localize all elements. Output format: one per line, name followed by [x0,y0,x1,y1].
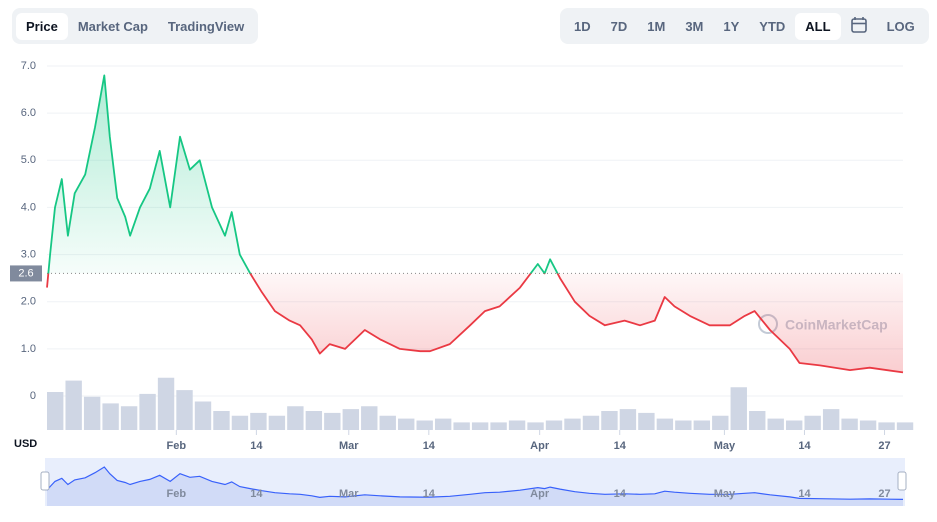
volume-bar [675,420,692,430]
volume-bar [804,415,821,430]
navigator-tick-label: May [714,488,736,500]
y-tick-label: 5.0 [21,154,36,166]
calendar-button[interactable] [841,16,877,36]
volume-bar [361,406,378,430]
navigator-area [47,467,903,506]
volume-bar [342,409,359,430]
x-tick-label: 14 [614,440,627,452]
navigator-handle[interactable] [40,471,50,491]
y-tick-label: 2.0 [21,296,36,308]
navigator-tick-label: 27 [878,488,890,500]
y-tick-label: 0 [30,390,36,402]
tab-button[interactable]: Price [16,12,68,40]
range-button[interactable]: 1M [647,18,666,34]
volume-bar [638,412,655,430]
navigator-tick-label: 14 [423,488,436,500]
range-button[interactable]: 7D [610,18,628,34]
volume-bar [305,411,323,430]
baseline-label: 2.6 [18,267,33,279]
navigator-tick-label: Apr [530,488,550,500]
volume-bar [601,411,618,430]
range-button[interactable]: ALL [795,12,841,40]
log-button[interactable]: LOG [886,18,915,34]
x-tick-label: Apr [530,440,550,452]
volume-bar [582,415,600,430]
volume-bar [527,422,544,430]
volume-bar [785,420,803,430]
volume-bar [398,418,415,430]
volume-bar [471,422,489,430]
volume-bar [47,392,64,430]
volume-bar [545,420,563,430]
volume-bar [619,409,637,430]
volume-bar [841,418,858,430]
x-tick-label: 14 [798,440,811,452]
navigator-tick-label: 14 [614,488,627,500]
volume-bar [83,396,101,430]
volume-bar [139,393,156,430]
volume-bar [324,412,341,430]
price-area [47,75,903,373]
volume-bar [416,420,433,430]
volume-bar [287,406,304,430]
volume-bar [859,420,877,430]
volume-bar [712,415,729,430]
tab-button[interactable]: TradingView [167,18,245,34]
range-button[interactable]: 1D [574,18,591,34]
volume-bar [268,415,286,430]
volume-bar [176,390,193,430]
baseline-tag [10,265,42,282]
tab-group: Price Market Cap TradingView [12,8,259,44]
volume-bar [120,406,138,430]
volume-bar [564,418,581,430]
volume-bar [157,377,175,430]
volume-bar [878,422,895,430]
volume-bar [231,415,249,430]
x-tick-label: 27 [878,440,890,452]
navigator-handle[interactable] [897,471,907,491]
navigator-tick-label: Feb [167,488,187,500]
x-tick-label: May [714,440,736,452]
volume-bar [508,420,526,430]
navigator-tick-label: 14 [798,488,811,500]
x-tick-label: Mar [339,440,359,452]
range-button[interactable]: 1Y [723,18,740,34]
volume-bar [434,418,452,430]
y-tick-label: 6.0 [21,107,36,119]
y-tick-label: 1.0 [21,343,36,355]
navigator-tick-label: 14 [250,488,263,500]
volume-bar [250,412,267,430]
volume-bar [102,403,119,430]
volume-bar [730,387,747,430]
x-tick-label: 14 [423,440,436,452]
navigator-tick-label: Mar [339,488,359,500]
y-tick-label: 4.0 [21,201,36,213]
range-group: 1D 7D 1M 3M 1Y YTD ALL LOG [560,8,929,44]
volume-bar [749,411,766,430]
y-tick-label: 7.0 [21,60,36,72]
volume-bar [656,418,674,430]
volume-bar [379,415,396,430]
volume-bar [693,420,711,430]
volume-bar [896,422,914,430]
volume-bar [767,418,784,430]
price-line [46,74,904,374]
tab-button[interactable]: Market Cap [77,18,148,34]
x-tick-label: Feb [167,440,187,452]
volume-bar [822,409,840,430]
volume-bar [65,380,82,430]
currency-label: USD [14,438,37,450]
y-tick-label: 3.0 [21,248,36,260]
volume-bar [194,401,212,430]
navigator-line [46,466,904,500]
volume-bar [453,422,470,430]
volume-bar [490,422,507,430]
volume-bar [213,411,230,430]
x-tick-label: 14 [250,440,263,452]
range-button[interactable]: YTD [759,18,786,34]
range-button[interactable]: 3M [685,18,704,34]
